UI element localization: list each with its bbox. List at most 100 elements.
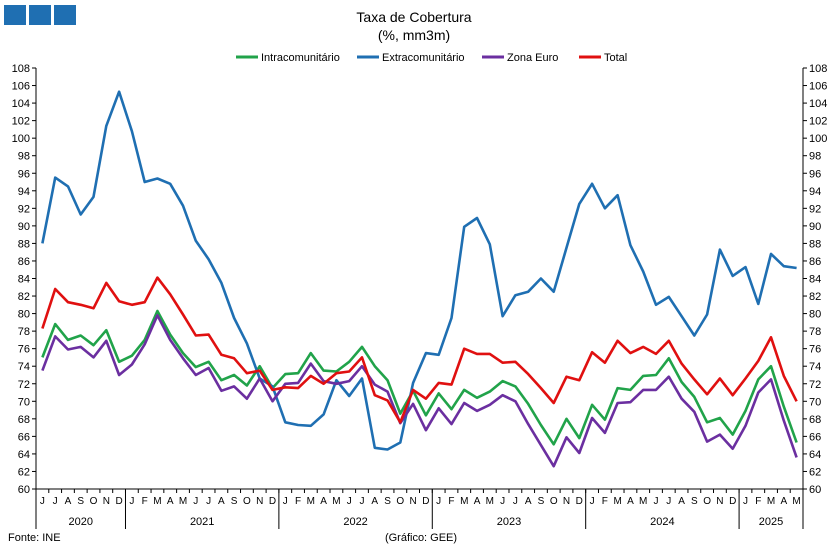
legend-label-zona-euro: Zona Euro (507, 52, 558, 64)
y-tick-label-left: 94 (18, 186, 30, 198)
month-label: M (460, 496, 468, 507)
month-label: J (513, 496, 518, 507)
year-label: 2023 (497, 516, 521, 528)
y-tick-label-right: 92 (809, 203, 821, 215)
series-line-extracomunitario (41, 90, 797, 451)
month-label: N (256, 496, 263, 507)
credit-note: (Gráfico: GEE) (385, 532, 457, 544)
month-label: A (371, 496, 378, 507)
month-label: S (231, 496, 238, 507)
month-label: A (627, 496, 634, 507)
y-tick-label-left: 104 (12, 98, 30, 110)
logo-block-2 (29, 5, 51, 25)
series-line-zona-euro (41, 313, 798, 468)
y-tick-label-left: 90 (18, 221, 30, 233)
y-tick-label-left: 74 (18, 361, 30, 373)
y-tick-label-right: 88 (809, 238, 821, 250)
y-tick-label-left: 72 (18, 379, 30, 391)
y-tick-label-right: 96 (809, 168, 821, 180)
y-tick-label-right: 66 (809, 431, 821, 443)
y-tick-label-left: 98 (18, 151, 30, 163)
month-label: J (347, 496, 352, 507)
month-label: N (563, 496, 570, 507)
month-label: J (359, 496, 364, 507)
month-label: M (639, 496, 647, 507)
y-tick-label-right: 64 (809, 449, 821, 461)
y-tick-label-left: 88 (18, 238, 30, 250)
y-tick-label-right: 108 (809, 63, 827, 75)
y-tick-label-right: 76 (809, 344, 821, 356)
series-line-total (41, 276, 798, 424)
month-label: J (590, 496, 595, 507)
y-tick-label-right: 78 (809, 326, 821, 338)
legend-label-total: Total (604, 52, 627, 64)
month-label: A (780, 496, 787, 507)
year-label: 2024 (650, 516, 674, 528)
y-tick-label-right: 84 (809, 274, 821, 286)
month-label: J (743, 496, 748, 507)
month-label: M (613, 496, 621, 507)
month-label: M (792, 496, 800, 507)
y-tick-label-left: 66 (18, 431, 30, 443)
month-label: N (716, 496, 723, 507)
month-label: A (218, 496, 225, 507)
month-label: M (153, 496, 161, 507)
y-tick-label-right: 104 (809, 98, 827, 110)
month-label: J (500, 496, 505, 507)
y-tick-label-right: 60 (809, 484, 821, 496)
month-label: D (729, 496, 736, 507)
month-label: M (486, 496, 494, 507)
y-tick-label-right: 80 (809, 309, 821, 321)
y-tick-label-left: 62 (18, 466, 30, 478)
month-label: A (678, 496, 685, 507)
month-label: M (332, 496, 340, 507)
month-label: F (602, 496, 608, 507)
y-tick-label-right: 82 (809, 291, 821, 303)
y-tick-label-left: 76 (18, 344, 30, 356)
y-tick-label-left: 60 (18, 484, 30, 496)
month-label: A (65, 496, 72, 507)
month-label: J (283, 496, 288, 507)
month-label: D (576, 496, 583, 507)
y-tick-label-left: 68 (18, 414, 30, 426)
y-tick-label-right: 100 (809, 133, 827, 145)
month-label: N (103, 496, 110, 507)
month-label: D (269, 496, 276, 507)
y-tick-label-right: 102 (809, 116, 827, 128)
month-label: F (142, 496, 148, 507)
logo (4, 5, 76, 25)
month-label: A (525, 496, 532, 507)
month-label: J (666, 496, 671, 507)
month-label: S (77, 496, 84, 507)
year-label: 2022 (343, 516, 367, 528)
chart-title: Taxa de Cobertura (356, 9, 471, 25)
y-tick-label-right: 62 (809, 466, 821, 478)
y-tick-label-right: 94 (809, 186, 821, 198)
month-label: O (703, 496, 711, 507)
y-tick-label-right: 98 (809, 151, 821, 163)
y-tick-label-left: 106 (12, 81, 30, 93)
month-label: S (384, 496, 391, 507)
y-tick-label-left: 80 (18, 309, 30, 321)
year-label: 2021 (190, 516, 214, 528)
month-label: J (40, 496, 45, 507)
y-tick-label-left: 96 (18, 168, 30, 180)
month-label: A (474, 496, 481, 507)
month-label: O (90, 496, 98, 507)
month-label: D (422, 496, 429, 507)
y-tick-label-left: 100 (12, 133, 30, 145)
chart-subtitle: (%, mm3m) (378, 27, 450, 43)
month-label: S (691, 496, 698, 507)
axes: 60 60 62 62 64 64 66 66 68 68 70 70 72 72 74 74 76 76 78 78… (12, 63, 828, 496)
year-label: 2025 (759, 516, 783, 528)
y-tick-label-left: 108 (12, 63, 30, 75)
month-label: F (755, 496, 761, 507)
logo-block-3 (54, 5, 76, 25)
month-label: O (243, 496, 251, 507)
legend-label-extracomunitario: Extracomunitário (382, 52, 465, 64)
y-tick-label-right: 86 (809, 256, 821, 268)
y-tick-label-right: 74 (809, 361, 821, 373)
month-label: D (115, 496, 122, 507)
month-label: M (767, 496, 775, 507)
month-label: J (436, 496, 441, 507)
